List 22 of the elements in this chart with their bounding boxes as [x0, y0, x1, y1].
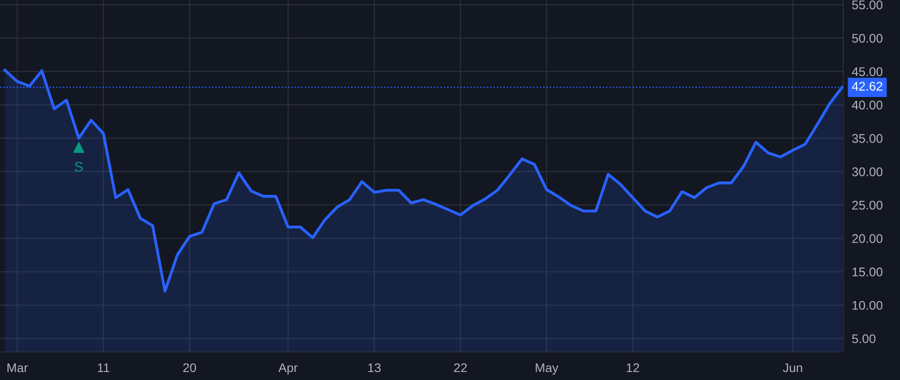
series-label: S [74, 162, 83, 172]
y-tick-label: 20.00 [852, 234, 882, 244]
x-tick-label: 13 [368, 363, 381, 372]
y-tick-label: 10.00 [852, 300, 882, 310]
ref-line-label: 42.62 [852, 82, 882, 91]
y-tick-label: 35.00 [852, 134, 882, 143]
y-tick-label: 50.00 [852, 34, 882, 43]
y-tick-label: 40.00 [852, 100, 882, 110]
y-tick-label: 25.00 [852, 200, 882, 210]
x-tick-label: 11 [98, 363, 110, 372]
y-tick-label: 5.00 [852, 334, 876, 344]
y-tick-label: 45.00 [852, 67, 882, 76]
y-tick-label: 30.00 [852, 167, 882, 176]
x-tick-label: May [536, 363, 558, 375]
y-tick-label: 15.00 [852, 268, 882, 276]
x-tick-label: Mar [8, 363, 28, 372]
x-tick-label: 12 [626, 363, 640, 372]
x-tick-label: Jun [782, 363, 802, 372]
x-tick-label: 20 [183, 363, 196, 372]
x-tick-label: Apr [278, 363, 298, 375]
x-tick-label: 22 [454, 363, 467, 372]
y-tick-label: 55.00 [852, 0, 882, 10]
